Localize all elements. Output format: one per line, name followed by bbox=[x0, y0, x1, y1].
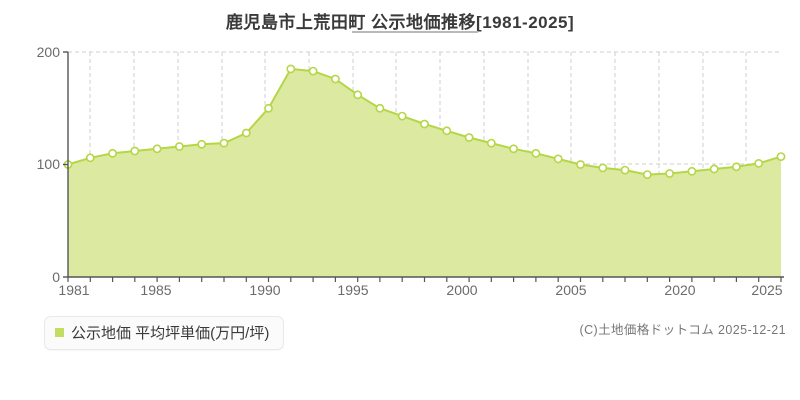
y-axis-ticks bbox=[63, 51, 68, 278]
data-point bbox=[174, 142, 184, 151]
x-tick-label-2000: 2000 bbox=[446, 282, 478, 298]
data-point bbox=[397, 111, 407, 121]
x-tick-label-1985: 1985 bbox=[140, 282, 172, 298]
x-axis-ticks bbox=[67, 277, 782, 282]
data-point bbox=[197, 139, 207, 149]
data-point bbox=[330, 74, 340, 84]
copyright-credit: (C)土地価格ドットコム 2025-12-21 bbox=[579, 323, 786, 337]
data-point bbox=[420, 119, 429, 129]
data-point bbox=[353, 90, 363, 100]
data-point bbox=[442, 126, 452, 136]
data-point bbox=[486, 138, 496, 148]
legend-color-swatch bbox=[55, 328, 64, 337]
data-point bbox=[553, 154, 563, 164]
data-point bbox=[241, 128, 251, 138]
data-point bbox=[308, 66, 318, 76]
data-point bbox=[642, 170, 652, 179]
data-point bbox=[531, 148, 541, 158]
data-point bbox=[732, 162, 741, 172]
data-point bbox=[130, 146, 140, 156]
x-tick-label-1990: 1990 bbox=[249, 282, 281, 298]
data-point bbox=[375, 103, 385, 113]
data-point bbox=[108, 148, 117, 158]
x-tick-label-1995: 1995 bbox=[337, 282, 369, 298]
data-point bbox=[687, 166, 697, 176]
series-markers bbox=[63, 64, 786, 179]
data-point bbox=[620, 165, 630, 175]
data-point bbox=[464, 133, 474, 142]
chart-title: 鹿児島市上荒田町 公示地価推移[1981-2025] bbox=[0, 8, 800, 33]
x-tick-label-2020: 2020 bbox=[664, 282, 696, 298]
legend-label: 公示地価 平均坪単価(万円/坪) bbox=[71, 325, 270, 342]
data-point bbox=[598, 163, 608, 173]
x-tick-label-1981: 1981 bbox=[58, 282, 90, 298]
y-tick-label-200: 200 bbox=[36, 44, 60, 60]
x-tick-label-2025: 2025 bbox=[751, 282, 783, 298]
chart-legend: 公示地価 平均坪単価(万円/坪) bbox=[44, 316, 285, 350]
series-area bbox=[68, 68, 781, 278]
x-tick-label-2005: 2005 bbox=[555, 282, 587, 298]
data-point bbox=[665, 169, 674, 178]
data-point bbox=[286, 64, 296, 74]
data-point bbox=[85, 153, 95, 163]
title-underline bbox=[352, 31, 478, 33]
data-point bbox=[576, 160, 585, 169]
data-point bbox=[709, 164, 719, 174]
data-point bbox=[219, 138, 229, 148]
data-point bbox=[776, 152, 786, 161]
data-point bbox=[152, 144, 162, 154]
chart-title-text: 鹿児島市上荒田町 公示地価推移[1981-2025] bbox=[225, 13, 575, 32]
y-tick-label-100: 100 bbox=[36, 156, 60, 172]
data-point bbox=[754, 158, 764, 168]
data-point bbox=[264, 103, 273, 113]
y-tick-label-0: 0 bbox=[52, 269, 60, 285]
data-point bbox=[509, 144, 518, 154]
